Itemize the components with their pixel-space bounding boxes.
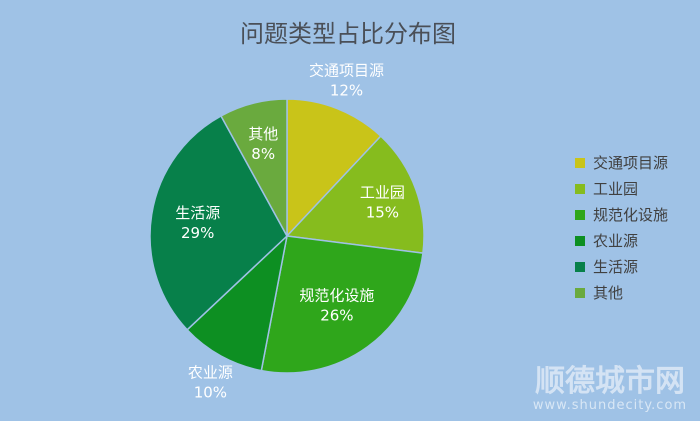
pie-slice-2: [285, 135, 425, 255]
pie-slice-6: [219, 98, 288, 237]
watermark-text: 顺德城市网: [535, 364, 685, 399]
legend-label-2: 工业园: [593, 180, 638, 198]
legend-label-1: 交通项目源: [593, 154, 668, 172]
slice-label-name-5: 生活源: [175, 204, 220, 222]
slice-label-name-2: 工业园: [360, 184, 405, 202]
chart-title: 问题类型占比分布图: [240, 20, 456, 48]
pie-slice-4: [186, 233, 289, 372]
slice-label-value-5: 29%: [181, 224, 214, 242]
pie-slices: [149, 98, 425, 374]
slice-label-value-2: 15%: [366, 204, 399, 222]
pie-slice-1: [286, 98, 382, 238]
pie-slice-5: [149, 114, 288, 331]
legend-label-3: 规范化设施: [593, 206, 668, 224]
legend-swatch-5: [575, 262, 585, 272]
legend-label-4: 农业源: [593, 232, 638, 250]
slice-label-value-6: 8%: [251, 145, 275, 163]
pie-slice-3: [260, 235, 424, 374]
legend-swatch-6: [575, 288, 585, 298]
slice-labels: 交通项目源 12% 工业园 15% 规范化设施 26% 农业源 10% 生活源 29% 其他 8%: [175, 62, 405, 402]
legend-swatch-4: [575, 236, 585, 246]
legend-swatch-3: [575, 210, 585, 220]
watermark-url: www.shundecity.com: [533, 398, 687, 413]
legend-swatch-1: [575, 158, 585, 168]
legend-swatch-2: [575, 184, 585, 194]
legend-label-5: 生活源: [593, 258, 638, 276]
slice-label-name-3: 规范化设施: [299, 287, 374, 305]
slice-label-value-3: 26%: [320, 307, 353, 325]
slice-label-name-4: 农业源: [188, 363, 233, 381]
slice-label-name-1: 交通项目源: [309, 62, 384, 80]
watermark: 顺德城市网 www.shundecity.com: [533, 364, 687, 413]
slice-label-name-6: 其他: [248, 125, 278, 143]
slice-label-value-1: 12%: [330, 82, 363, 100]
slice-label-value-4: 10%: [194, 383, 227, 401]
legend-label-6: 其他: [593, 284, 623, 302]
